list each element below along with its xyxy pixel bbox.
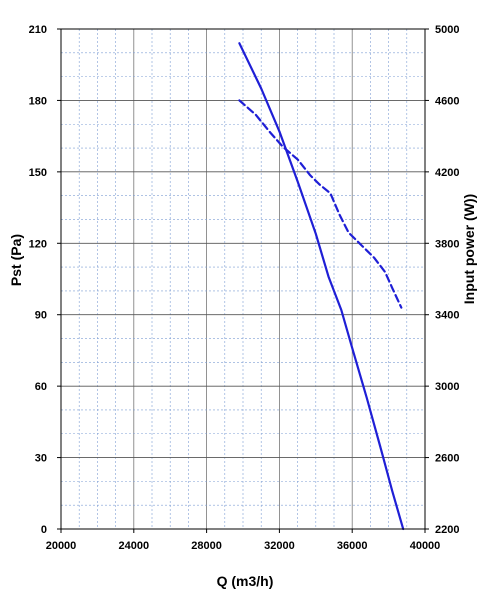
series-line-static-pressure	[238, 42, 405, 531]
x-tick-labels: 20000 24000 28000 32000 36000 40000	[46, 529, 441, 552]
y2-tick-label: 3800	[435, 238, 459, 250]
series-line-input-power	[238, 99, 403, 309]
y-tick-label: 30	[35, 453, 47, 465]
y-tick-label: 120	[29, 238, 47, 250]
y2-tick-label: 4200	[435, 167, 459, 179]
y-tick-label: 90	[35, 310, 47, 322]
y-tick-label: 60	[35, 381, 47, 393]
y-tick-label: 150	[29, 167, 47, 179]
y2-tick-label: 5000	[435, 24, 459, 36]
x-tick-label: 32000	[264, 540, 295, 552]
y-tick-label: 0	[41, 524, 47, 536]
y2-tick-label: 2200	[435, 524, 459, 536]
series-layer	[238, 42, 405, 531]
y2-tick-label: 3400	[435, 310, 459, 322]
y2-axis-title: Input power (W))	[461, 194, 477, 304]
y-axis-title: Pst (Pa)	[8, 234, 24, 286]
plot-frame	[60, 28, 426, 530]
y-tick-labels: 0 30 60 90 120 150 180 210	[29, 24, 61, 536]
x-tick-label: 20000	[46, 540, 77, 552]
y2-tick-labels: 2200 2600 3000 3400 3800 4200 4600 5000	[425, 24, 459, 536]
y2-tick-label: 3000	[435, 381, 459, 393]
y2-tick-label: 4600	[435, 95, 459, 107]
x-axis-title: Q (m3/h)	[217, 573, 274, 589]
x-tick-label: 28000	[191, 540, 222, 552]
y-tick-label: 210	[29, 24, 47, 36]
grid	[61, 29, 425, 529]
x-tick-label: 40000	[410, 540, 441, 552]
x-tick-label: 36000	[337, 540, 368, 552]
y-tick-label: 180	[29, 95, 47, 107]
x-tick-label: 24000	[119, 540, 150, 552]
y2-tick-label: 2600	[435, 453, 459, 465]
